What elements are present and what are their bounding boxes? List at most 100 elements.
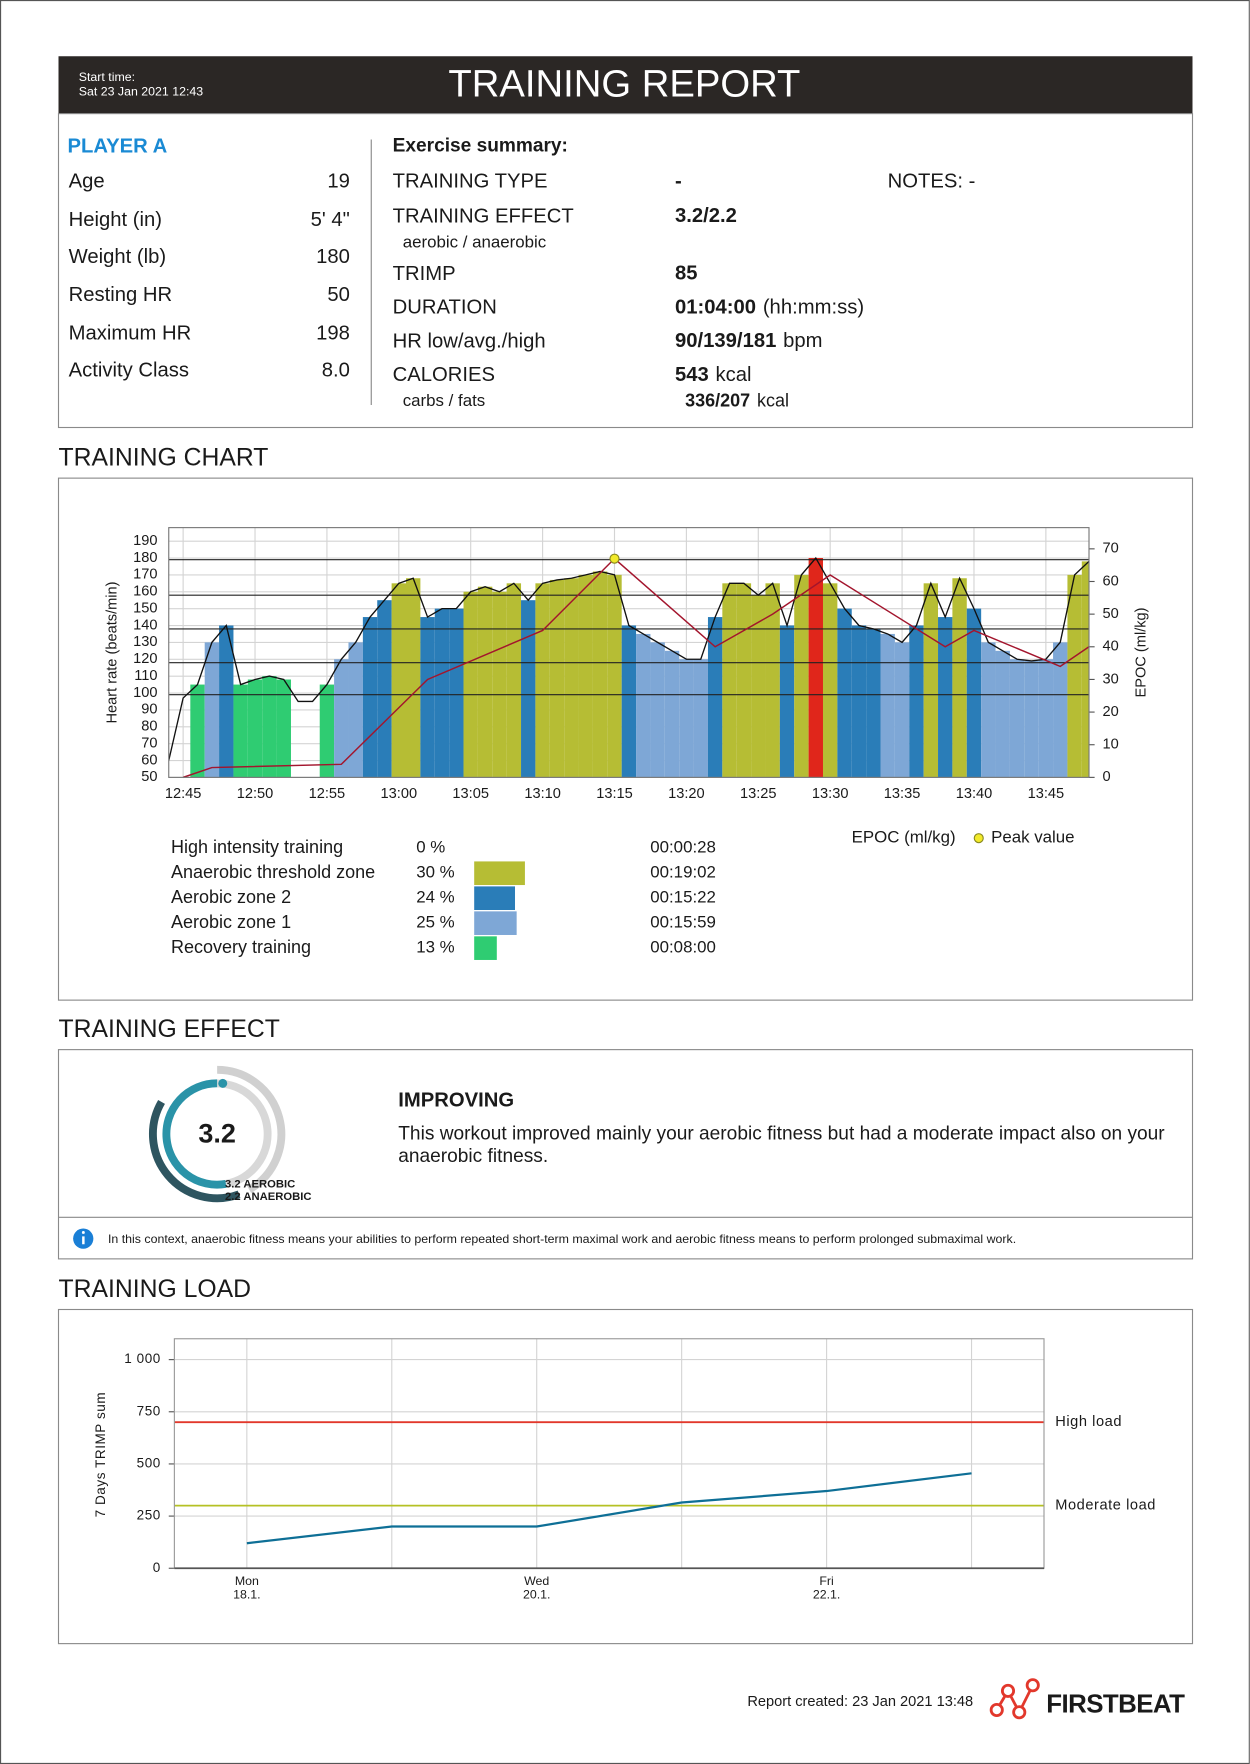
notes: NOTES: - <box>888 171 976 193</box>
zone-name: Recovery training <box>171 937 311 957</box>
hr-bar <box>420 617 435 778</box>
hr-bar <box>909 625 924 778</box>
hr-bar <box>679 659 694 778</box>
zone-name: Aerobic zone 1 <box>171 912 291 932</box>
summary-label: TRIMP <box>393 263 456 285</box>
epoc-line <box>182 557 1090 779</box>
hr-bar <box>477 586 493 778</box>
x-tick-label: 12:45 <box>165 786 202 802</box>
y-tick-label: 140 <box>133 617 157 633</box>
zone-percent: 25 % <box>416 913 454 932</box>
x-tick-label: 13:10 <box>524 786 561 802</box>
y-tick-label: 60 <box>141 752 157 768</box>
legend-marker <box>973 833 984 844</box>
y2-tick-label: 60 <box>1103 573 1119 589</box>
hr-bar <box>952 578 967 778</box>
y-tick-label: 180 <box>133 550 157 566</box>
player-value: 19 <box>327 171 350 193</box>
hr-bar <box>592 571 608 778</box>
hr-bar <box>1081 561 1089 778</box>
player-value: 50 <box>327 284 350 306</box>
x-tick-label: 13:25 <box>740 786 777 802</box>
summary-unit: bpm <box>783 330 822 352</box>
y-tick-label: 130 <box>133 634 157 650</box>
hr-bar <box>837 608 852 778</box>
hr-bar <box>276 679 291 778</box>
zone-name: High intensity training <box>171 837 343 857</box>
zone-duration: 00:08:00 <box>650 938 716 957</box>
hr-bar <box>549 579 565 778</box>
hr-bar <box>564 578 579 778</box>
x-tick-label: 12:50 <box>237 786 274 802</box>
summary-label: TRAINING TYPE <box>393 171 548 193</box>
info-box <box>57 113 1194 429</box>
hr-bar <box>664 650 680 778</box>
report-title: TRAINING REPORT <box>448 63 800 106</box>
hr-bar <box>506 583 522 778</box>
summary-label: TRAINING EFFECT <box>393 205 574 227</box>
y2-tick-label: 40 <box>1103 639 1119 655</box>
hr-bar <box>736 583 752 778</box>
y-tick-label: 70 <box>141 735 157 751</box>
x-tick-label: 22.1. <box>813 1588 841 1602</box>
zone-bar <box>474 936 497 960</box>
info-icon <box>82 1236 85 1245</box>
effect-box <box>57 1049 1194 1260</box>
effect-description: This workout improved mainly your aerobi… <box>398 1122 1165 1167</box>
hr-bar <box>880 633 895 778</box>
hr-bar <box>1067 574 1082 778</box>
summary-unit: (hh:mm:ss) <box>763 297 864 319</box>
hr-bar <box>707 617 723 778</box>
player-value: 198 <box>316 322 350 344</box>
zone-bar <box>474 861 525 886</box>
hr-bar <box>247 679 263 778</box>
y-tick-label: 160 <box>133 584 157 600</box>
hr-bar <box>492 591 507 778</box>
player-label: Height (in) <box>69 209 162 231</box>
player-value: 180 <box>316 246 350 268</box>
effect-heading: IMPROVING <box>398 1090 514 1112</box>
zone-percent: 13 % <box>416 938 454 957</box>
y2-tick-label: 70 <box>1103 541 1119 557</box>
summary-value: 01:04:00 <box>675 297 756 319</box>
hr-bar <box>449 608 464 778</box>
zone-percent: 0 % <box>416 838 445 857</box>
hr-bar <box>391 583 407 778</box>
section-title: TRAINING CHART <box>59 445 269 472</box>
zone-name: Anaerobic threshold zone <box>171 862 375 882</box>
hr-bar <box>765 583 780 778</box>
hr-bar <box>650 642 665 778</box>
anaerobic-label: 2.2 ANAEROBIC <box>225 1191 311 1203</box>
player-value: 8.0 <box>322 360 350 382</box>
brand-logo <box>989 1678 1040 1720</box>
summary-value: - <box>675 171 682 193</box>
x-tick-label: 18.1. <box>233 1588 261 1602</box>
hr-bar <box>348 642 363 778</box>
hr-bar <box>607 574 622 778</box>
hr-bar <box>434 608 450 778</box>
summary-value: - <box>675 171 682 193</box>
y-axis-title: 7 Days TRIMP sum <box>93 1392 108 1518</box>
summary-unit: kcal <box>716 364 752 386</box>
reference-label: Moderate load <box>1055 1498 1156 1514</box>
x-tick-label: 13:15 <box>596 786 633 802</box>
chart-box <box>57 477 1194 1001</box>
hr-bar <box>995 650 1010 778</box>
y-tick-label: 190 <box>133 533 157 549</box>
summary-value: 3.2/2.2 <box>675 205 737 227</box>
hr-bar <box>377 600 392 778</box>
hr-bar <box>204 642 220 778</box>
y-tick-label: 150 <box>133 600 157 616</box>
y2-axis-title: EPOC (ml/kg) <box>1134 607 1150 697</box>
y2-tick-label: 30 <box>1103 671 1119 687</box>
start-time: Sat 23 Jan 2021 12:43 <box>79 85 204 99</box>
hr-bar <box>894 642 910 778</box>
hr-bar <box>463 591 478 778</box>
hr-bar <box>535 583 550 778</box>
y2-tick-label: 20 <box>1103 704 1119 720</box>
report-created: Report created: 23 Jan 2021 13:48 <box>747 1694 973 1710</box>
